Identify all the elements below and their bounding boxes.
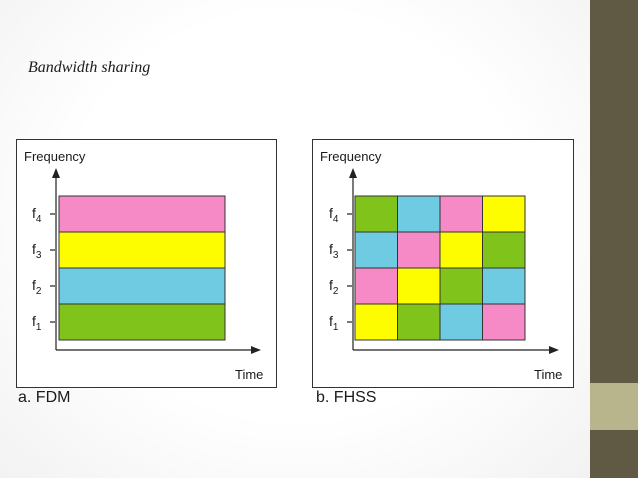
fhss-cell-f3-slot-2 bbox=[397, 231, 441, 269]
fhss-cell-f2-slot-2 bbox=[397, 267, 441, 305]
fhss-tick-label-f3: f3 bbox=[329, 241, 339, 261]
fdm-tick-label-f1: f1 bbox=[32, 313, 42, 333]
fdm-tick-label-f2: f2 bbox=[32, 277, 42, 297]
fhss-tick-label-f4: f4 bbox=[329, 205, 339, 225]
slide-title: Bandwidth sharing bbox=[28, 59, 151, 76]
fdm-tick-label-f3: f3 bbox=[32, 241, 42, 261]
fdm-caption: a. FDM bbox=[18, 389, 71, 406]
fhss-cell-f3-slot-1 bbox=[354, 231, 398, 269]
fdm-band-f4 bbox=[58, 195, 226, 233]
fdm-y-axis-label: Frequency bbox=[24, 149, 86, 164]
fhss-tick-label-f1: f1 bbox=[329, 313, 339, 333]
fdm-y-axis-arrow bbox=[52, 168, 60, 178]
fdm-band-f2 bbox=[58, 267, 226, 305]
fdm-x-axis-arrow bbox=[251, 346, 261, 354]
fhss-diagram-canvas: Frequency f4 f3 f2 f1 Time bbox=[320, 149, 562, 382]
fhss-cell-f4-slot-3 bbox=[439, 195, 483, 233]
fdm-diagram-canvas: Frequency f4 f3 f2 f1 Time bbox=[24, 149, 263, 382]
fhss-cell-f1-slot-2 bbox=[397, 303, 441, 341]
fdm-band-f1 bbox=[58, 303, 226, 341]
fhss-cells bbox=[354, 195, 526, 341]
fhss-x-axis-label: Time bbox=[534, 367, 562, 382]
fhss-tick-label-f2: f2 bbox=[329, 277, 339, 297]
fdm-band-f3 bbox=[58, 231, 226, 269]
fhss-cell-f4-slot-2 bbox=[397, 195, 441, 233]
fhss-cell-f1-slot-1 bbox=[354, 303, 398, 341]
fhss-cell-f2-slot-1 bbox=[354, 267, 398, 305]
fhss-cell-f3-slot-3 bbox=[439, 231, 483, 269]
fdm-x-axis-label: Time bbox=[235, 367, 263, 382]
fhss-tick-labels: f4 f3 f2 f1 bbox=[329, 205, 352, 333]
fdm-tick-labels: f4 f3 f2 f1 bbox=[32, 205, 55, 333]
fhss-cell-f1-slot-4 bbox=[482, 303, 526, 341]
fhss-diagram: Frequency f4 f3 f2 f1 Time bbox=[312, 139, 574, 388]
fhss-y-axis-arrow bbox=[349, 168, 357, 178]
fhss-y-axis-label: Frequency bbox=[320, 149, 382, 164]
fhss-cell-f4-slot-1 bbox=[354, 195, 398, 233]
fdm-diagram: Frequency f4 f3 f2 f1 Time bbox=[16, 139, 277, 388]
fhss-cell-f3-slot-4 bbox=[482, 231, 526, 269]
fhss-cell-f2-slot-3 bbox=[439, 267, 483, 305]
fhss-caption: b. FHSS bbox=[316, 389, 377, 406]
fhss-x-axis-arrow bbox=[549, 346, 559, 354]
fhss-cell-f1-slot-3 bbox=[439, 303, 483, 341]
fdm-bands bbox=[58, 195, 226, 341]
decorative-sidebar-accent bbox=[590, 383, 638, 430]
fdm-tick-label-f4: f4 bbox=[32, 205, 42, 225]
fhss-cell-f2-slot-4 bbox=[482, 267, 526, 305]
fhss-cell-f4-slot-4 bbox=[482, 195, 526, 233]
